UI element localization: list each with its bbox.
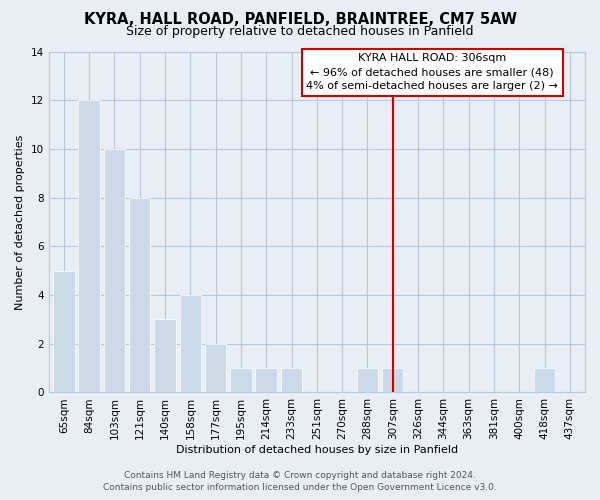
Bar	[534, 368, 555, 392]
Bar	[356, 368, 378, 392]
Bar	[230, 368, 251, 392]
Bar	[179, 295, 201, 392]
Y-axis label: Number of detached properties: Number of detached properties	[15, 134, 25, 310]
Bar	[53, 270, 74, 392]
Bar	[129, 198, 151, 392]
Bar	[205, 344, 226, 393]
Bar	[382, 368, 403, 392]
Bar	[104, 149, 125, 392]
Bar	[256, 368, 277, 392]
Text: Size of property relative to detached houses in Panfield: Size of property relative to detached ho…	[126, 25, 474, 38]
Text: KYRA, HALL ROAD, PANFIELD, BRAINTREE, CM7 5AW: KYRA, HALL ROAD, PANFIELD, BRAINTREE, CM…	[83, 12, 517, 28]
Text: Contains HM Land Registry data © Crown copyright and database right 2024.
Contai: Contains HM Land Registry data © Crown c…	[103, 471, 497, 492]
Bar	[154, 320, 176, 392]
Bar	[79, 100, 100, 392]
Text: KYRA HALL ROAD: 306sqm
← 96% of detached houses are smaller (48)
4% of semi-deta: KYRA HALL ROAD: 306sqm ← 96% of detached…	[306, 53, 558, 91]
Bar	[281, 368, 302, 392]
X-axis label: Distribution of detached houses by size in Panfield: Distribution of detached houses by size …	[176, 445, 458, 455]
